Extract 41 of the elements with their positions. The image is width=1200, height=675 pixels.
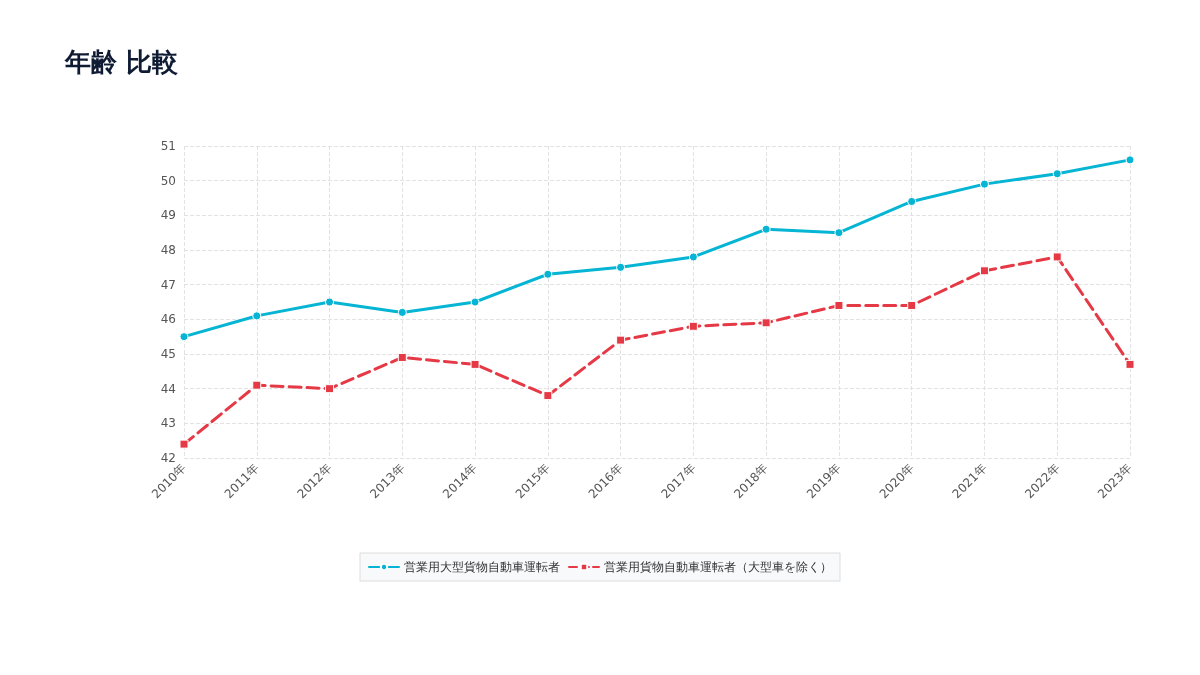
point	[470, 359, 480, 369]
point	[907, 300, 917, 310]
point	[616, 262, 626, 272]
y-tick-label: 45	[160, 347, 176, 361]
y-tick-label: 51	[160, 139, 176, 153]
point	[1052, 169, 1062, 179]
point	[397, 307, 407, 317]
point	[979, 179, 989, 189]
point	[761, 224, 771, 234]
y-tick-label: 50	[160, 173, 176, 188]
y-tick-label: 47	[160, 277, 176, 292]
y-tick-label: 48	[160, 243, 176, 257]
point	[688, 321, 698, 331]
point	[543, 269, 553, 279]
point	[616, 335, 626, 345]
point	[252, 380, 262, 390]
point	[179, 439, 189, 449]
point	[325, 384, 335, 394]
legend-label: 営業用大型貨物自動車運転者	[404, 560, 560, 574]
point	[834, 300, 844, 310]
point	[688, 252, 698, 262]
legend-label: 営業用貨物自動車運転者（大型車を除く）	[604, 560, 832, 574]
y-tick-label: 43	[160, 416, 176, 431]
point	[179, 332, 189, 342]
y-tick-label: 49	[160, 208, 176, 223]
point	[543, 391, 553, 401]
point	[1052, 252, 1062, 262]
point	[470, 297, 480, 307]
point	[325, 297, 335, 307]
point	[397, 352, 407, 362]
point	[834, 228, 844, 238]
point	[761, 318, 771, 328]
y-tick-label: 44	[160, 381, 176, 396]
point	[252, 311, 262, 321]
point	[1125, 155, 1135, 165]
point	[907, 196, 917, 206]
point	[1125, 359, 1135, 369]
y-tick-label: 42	[160, 451, 176, 465]
point	[979, 266, 989, 276]
chart-title: 年齢 比較	[64, 47, 180, 77]
y-tick-label: 46	[160, 312, 176, 327]
